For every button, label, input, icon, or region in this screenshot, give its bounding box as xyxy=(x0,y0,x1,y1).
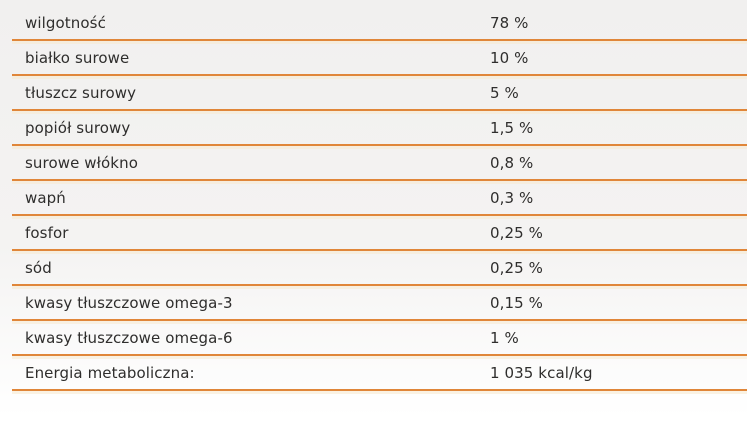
nutrient-value: 0,8 % xyxy=(490,153,534,172)
table-row: popiół surowy 1,5 % xyxy=(12,111,747,146)
table-row: fosfor 0,25 % xyxy=(12,216,747,251)
table-row: kwasy tłuszczowe omega-6 1 % xyxy=(12,321,747,356)
nutrient-label: kwasy tłuszczowe omega-6 xyxy=(25,328,233,347)
nutrient-label: sód xyxy=(25,258,52,277)
nutrient-label: tłuszcz surowy xyxy=(25,83,137,102)
nutrient-value: 1 035 kcal/kg xyxy=(490,363,593,382)
table-row: sód 0,25 % xyxy=(12,251,747,286)
nutrient-value: 10 % xyxy=(490,48,529,67)
table-row: wapń 0,3 % xyxy=(12,181,747,216)
nutrient-label: surowe włókno xyxy=(25,153,138,172)
table-row: białko surowe 10 % xyxy=(12,41,747,76)
nutrient-value: 0,15 % xyxy=(490,293,544,312)
nutrient-value: 0,25 % xyxy=(490,223,544,242)
nutrient-value: 1,5 % xyxy=(490,118,534,137)
nutrient-label: wapń xyxy=(25,188,66,207)
nutrition-table: wilgotność 78 % białko surowe 10 % tłuszcz s… xyxy=(12,6,747,391)
nutrient-label: fosfor xyxy=(25,223,69,242)
table-row: tłuszcz surowy 5 % xyxy=(12,76,747,111)
nutrient-label: białko surowe xyxy=(25,48,130,67)
nutrient-value: 5 % xyxy=(490,83,519,102)
table-row: wilgotność 78 % xyxy=(12,6,747,41)
table-row: kwasy tłuszczowe omega-3 0,15 % xyxy=(12,286,747,321)
nutrient-value: 0,25 % xyxy=(490,258,544,277)
table-row: surowe włókno 0,8 % xyxy=(12,146,747,181)
nutrient-label: Energia metaboliczna: xyxy=(25,363,195,382)
nutrient-label: wilgotność xyxy=(25,13,106,32)
nutrient-label: popiół surowy xyxy=(25,118,131,137)
nutrient-value: 78 % xyxy=(490,13,529,32)
nutrient-value: 0,3 % xyxy=(490,188,534,207)
nutrient-value: 1 % xyxy=(490,328,519,347)
table-row: Energia metaboliczna: 1 035 kcal/kg xyxy=(12,356,747,391)
nutrient-label: kwasy tłuszczowe omega-3 xyxy=(25,293,233,312)
